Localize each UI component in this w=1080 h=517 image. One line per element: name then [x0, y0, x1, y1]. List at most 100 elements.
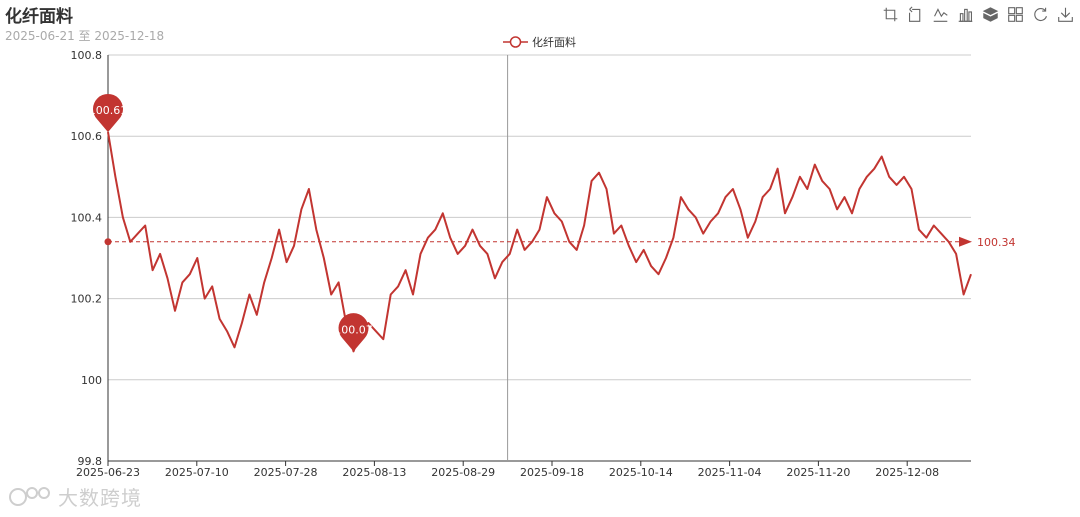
- data-point[interactable]: [604, 187, 608, 191]
- data-point[interactable]: [508, 252, 512, 256]
- data-point[interactable]: [180, 280, 184, 284]
- data-point[interactable]: [270, 256, 274, 260]
- data-point[interactable]: [567, 240, 571, 244]
- data-point[interactable]: [575, 248, 579, 252]
- data-point[interactable]: [545, 195, 549, 199]
- data-point[interactable]: [218, 317, 222, 321]
- data-point[interactable]: [500, 260, 504, 264]
- data-point[interactable]: [203, 297, 207, 301]
- data-point[interactable]: [954, 252, 958, 256]
- data-point[interactable]: [121, 215, 125, 219]
- data-point[interactable]: [195, 256, 199, 260]
- data-point[interactable]: [590, 179, 594, 183]
- data-point[interactable]: [151, 268, 155, 272]
- data-point[interactable]: [225, 329, 229, 333]
- data-point[interactable]: [441, 211, 445, 215]
- data-point[interactable]: [723, 195, 727, 199]
- data-point[interactable]: [649, 264, 653, 268]
- data-point[interactable]: [738, 207, 742, 211]
- data-point[interactable]: [753, 219, 757, 223]
- data-point[interactable]: [850, 211, 854, 215]
- data-point[interactable]: [538, 228, 542, 232]
- data-point[interactable]: [158, 252, 162, 256]
- data-point[interactable]: [262, 280, 266, 284]
- data-point[interactable]: [322, 256, 326, 260]
- data-point[interactable]: [337, 280, 341, 284]
- bar-chart-icon[interactable]: [955, 4, 975, 24]
- zoom-reset-icon[interactable]: [905, 4, 925, 24]
- data-point[interactable]: [701, 232, 705, 236]
- data-point[interactable]: [113, 175, 117, 179]
- data-point[interactable]: [709, 219, 713, 223]
- data-point[interactable]: [761, 195, 765, 199]
- data-point[interactable]: [188, 272, 192, 276]
- data-point[interactable]: [404, 268, 408, 272]
- data-point[interactable]: [917, 228, 921, 232]
- data-point[interactable]: [872, 167, 876, 171]
- data-point[interactable]: [805, 187, 809, 191]
- data-point[interactable]: [210, 284, 214, 288]
- data-point[interactable]: [902, 175, 906, 179]
- data-point[interactable]: [612, 232, 616, 236]
- data-point[interactable]: [396, 284, 400, 288]
- data-point[interactable]: [924, 236, 928, 240]
- data-point[interactable]: [798, 175, 802, 179]
- data-point[interactable]: [716, 211, 720, 215]
- data-point[interactable]: [485, 252, 489, 256]
- data-point[interactable]: [374, 329, 378, 333]
- data-point[interactable]: [173, 309, 177, 313]
- data-point[interactable]: [478, 244, 482, 248]
- data-point[interactable]: [240, 321, 244, 325]
- data-point[interactable]: [865, 175, 869, 179]
- data-point[interactable]: [426, 236, 430, 240]
- data-point[interactable]: [411, 293, 415, 297]
- data-point[interactable]: [969, 272, 973, 276]
- data-point[interactable]: [128, 240, 132, 244]
- data-point[interactable]: [627, 244, 631, 248]
- data-point[interactable]: [813, 163, 817, 167]
- data-point[interactable]: [909, 187, 913, 191]
- data-point[interactable]: [448, 236, 452, 240]
- data-point[interactable]: [292, 244, 296, 248]
- data-point[interactable]: [790, 195, 794, 199]
- data-point[interactable]: [232, 345, 236, 349]
- data-point[interactable]: [471, 228, 475, 232]
- data-point[interactable]: [694, 215, 698, 219]
- data-point[interactable]: [166, 276, 170, 280]
- data-point[interactable]: [247, 293, 251, 297]
- data-point[interactable]: [389, 293, 393, 297]
- data-point[interactable]: [932, 224, 936, 228]
- data-point[interactable]: [515, 228, 519, 232]
- data-point[interactable]: [776, 167, 780, 171]
- data-point[interactable]: [560, 219, 564, 223]
- line-chart-icon[interactable]: [930, 4, 950, 24]
- data-point[interactable]: [895, 183, 899, 187]
- stack-icon[interactable]: [980, 4, 1000, 24]
- data-point[interactable]: [582, 224, 586, 228]
- data-point[interactable]: [843, 195, 847, 199]
- data-point[interactable]: [657, 272, 661, 276]
- data-point[interactable]: [143, 224, 147, 228]
- data-point[interactable]: [329, 293, 333, 297]
- data-point[interactable]: [463, 244, 467, 248]
- data-point[interactable]: [783, 211, 787, 215]
- data-point[interactable]: [493, 276, 497, 280]
- data-point[interactable]: [285, 260, 289, 264]
- data-point[interactable]: [456, 252, 460, 256]
- data-point[interactable]: [828, 187, 832, 191]
- download-icon[interactable]: [1055, 4, 1075, 24]
- data-point[interactable]: [299, 207, 303, 211]
- data-point[interactable]: [962, 293, 966, 297]
- data-point[interactable]: [731, 187, 735, 191]
- data-point[interactable]: [381, 337, 385, 341]
- data-point[interactable]: [255, 313, 259, 317]
- refresh-icon[interactable]: [1030, 4, 1050, 24]
- data-point[interactable]: [418, 252, 422, 256]
- data-point[interactable]: [768, 187, 772, 191]
- data-point[interactable]: [277, 228, 281, 232]
- data-point[interactable]: [679, 195, 683, 199]
- legend-item[interactable]: 化纤面料: [503, 34, 576, 50]
- grid-icon[interactable]: [1005, 4, 1025, 24]
- zoom-icon[interactable]: [880, 4, 900, 24]
- data-point[interactable]: [857, 187, 861, 191]
